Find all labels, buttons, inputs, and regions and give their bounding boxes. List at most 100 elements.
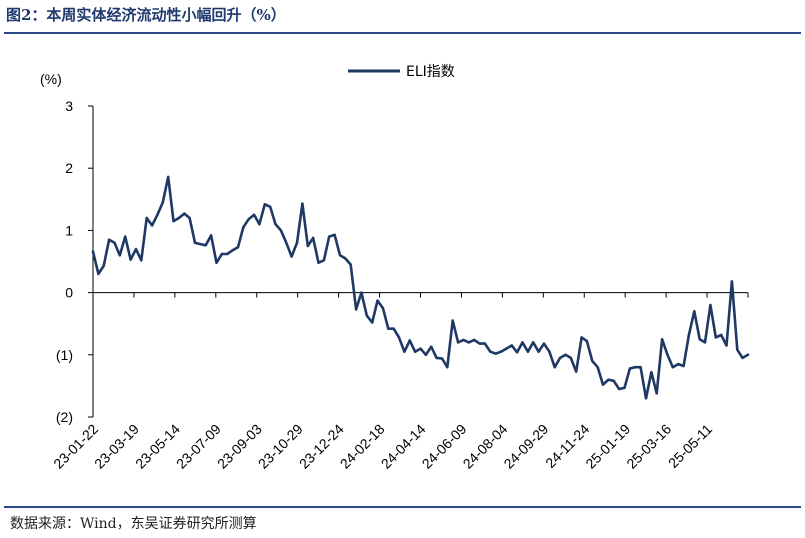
data-point [371, 321, 374, 324]
data-point [720, 333, 723, 337]
data-point [709, 303, 712, 307]
series-group [91, 175, 750, 400]
data-point [365, 314, 368, 317]
data-point [269, 205, 272, 208]
eli-series-line [91, 175, 750, 400]
data-point [252, 213, 256, 216]
data-point [746, 353, 750, 356]
data-point [730, 280, 734, 283]
data-point [440, 357, 444, 360]
data-point [532, 341, 535, 344]
data-point [392, 327, 395, 330]
data-point [736, 348, 739, 351]
data-point [510, 344, 513, 347]
data-point [279, 229, 283, 232]
data-point [161, 201, 164, 204]
legend: ELI指数 [348, 64, 455, 80]
data-point [424, 353, 428, 356]
data-point [687, 333, 691, 337]
top-rule [4, 32, 801, 34]
data-point [542, 342, 546, 345]
data-point [612, 379, 615, 383]
data-point [575, 370, 578, 373]
data-point [478, 342, 481, 345]
data-point [660, 338, 664, 341]
data-point [515, 351, 519, 354]
y-tick-label: (1) [56, 347, 73, 363]
data-point [430, 345, 433, 348]
data-point [376, 299, 379, 302]
data-point [628, 367, 632, 370]
data-point [285, 241, 288, 244]
chart-title: 图2：本周实体经济流动性小幅回升（%） [6, 6, 286, 24]
data-point [167, 175, 170, 179]
data-point [349, 263, 352, 266]
data-point [467, 341, 470, 344]
bottom-rule [4, 506, 801, 508]
data-point [220, 252, 224, 256]
data-point [419, 347, 422, 350]
y-tick-label: (2) [56, 409, 73, 425]
data-point [231, 249, 234, 252]
data-point [140, 259, 143, 262]
data-point [209, 234, 213, 237]
data-point [650, 371, 653, 374]
y-tick-label: 0 [65, 285, 73, 301]
data-point [102, 264, 105, 268]
data-point [580, 336, 583, 339]
data-point [113, 241, 116, 244]
data-point [553, 366, 556, 369]
data-point [585, 339, 589, 343]
data-point [124, 235, 127, 238]
x-tick-label: 25-03-16 [623, 421, 674, 472]
legend-label: ELI指数 [406, 64, 455, 80]
data-point [295, 241, 299, 244]
data-point [150, 224, 154, 227]
data-point [172, 219, 175, 223]
data-point [403, 350, 406, 353]
data-point [177, 216, 181, 220]
data-point [156, 213, 159, 216]
data-source-note: 数据来源：Wind，东吴证券研究所测算 [10, 516, 257, 532]
data-point [505, 347, 508, 350]
data-point [483, 342, 487, 345]
eli-data-points [91, 175, 750, 400]
data-point [354, 308, 358, 311]
data-point [188, 216, 191, 220]
data-point [489, 350, 492, 353]
data-point [456, 341, 460, 344]
data-point [317, 261, 320, 264]
x-tick-label: 25-05-11 [665, 421, 715, 471]
data-point [215, 261, 218, 264]
data-point [360, 291, 363, 294]
y-tick-label: 1 [65, 222, 73, 238]
data-point [408, 339, 411, 342]
data-point [666, 353, 669, 356]
data-point [413, 350, 417, 353]
data-point [473, 338, 476, 342]
data-point [145, 216, 148, 220]
data-point [338, 254, 342, 257]
data-point [521, 341, 524, 344]
data-point [129, 258, 132, 261]
data-point [344, 257, 347, 260]
data-point [725, 344, 728, 347]
data-point [204, 244, 207, 247]
data-point [322, 259, 326, 262]
data-point [97, 272, 100, 276]
y-tick-label: 2 [65, 160, 73, 176]
data-point [714, 336, 717, 339]
data-point [236, 246, 240, 249]
data-point [548, 350, 551, 353]
data-point [274, 223, 277, 226]
data-point [301, 202, 304, 205]
data-point [655, 392, 658, 395]
y-axis: 3 2 1 0 (1) (2) [56, 98, 94, 425]
data-point [199, 242, 202, 246]
data-point [107, 238, 111, 241]
data-point [634, 366, 637, 369]
data-point [617, 387, 621, 391]
data-point [134, 247, 138, 251]
y-unit-label: (%) [40, 71, 62, 87]
